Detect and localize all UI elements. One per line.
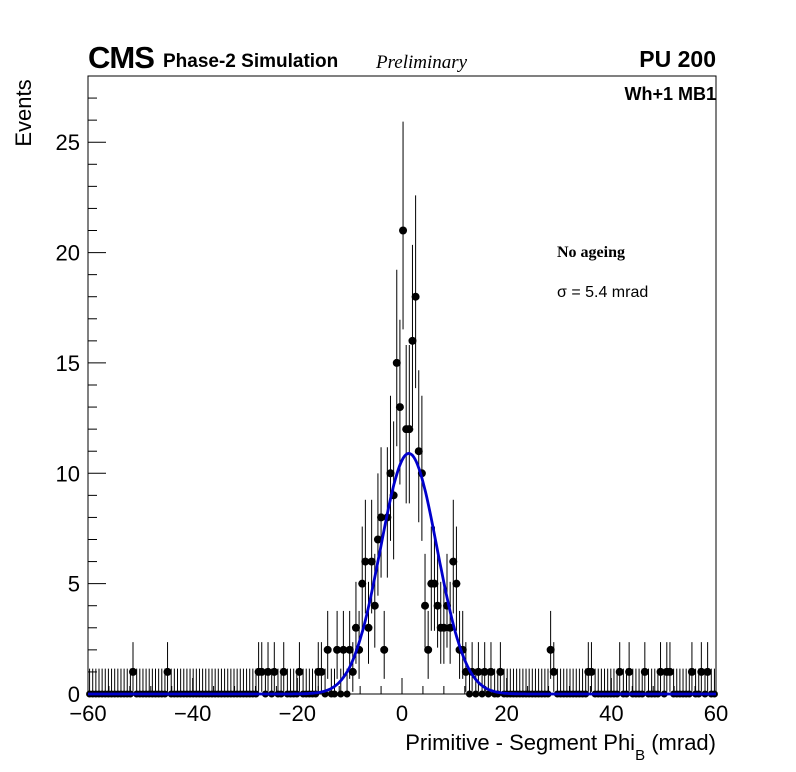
data-point	[380, 645, 389, 654]
x-tick-label: 60	[704, 701, 728, 726]
data-point	[424, 645, 433, 654]
data-point	[345, 645, 354, 654]
data-point	[430, 579, 439, 588]
gaussian-fit-curve	[88, 451, 716, 696]
pileup-label: PU 200	[639, 46, 716, 72]
zero-bin-point	[337, 690, 345, 698]
experiment-label: CMS	[88, 40, 155, 75]
y-tick-label: 25	[56, 130, 80, 155]
zero-bin-point	[484, 690, 492, 698]
data-point	[361, 557, 370, 566]
x-tick-label: 20	[494, 701, 518, 726]
data-point	[414, 447, 423, 456]
data-point	[486, 667, 495, 676]
y-axis-label: Events	[11, 79, 36, 147]
data-point	[392, 358, 401, 367]
data-point	[587, 667, 596, 676]
data-point	[364, 623, 373, 632]
data-point	[399, 226, 408, 235]
status-label: Preliminary	[376, 52, 468, 73]
data-point	[625, 667, 634, 676]
data-point	[546, 645, 555, 654]
data-point	[703, 667, 712, 676]
data-point	[370, 601, 379, 610]
region-label: Wh+1 MB1	[624, 84, 716, 104]
data-point	[395, 403, 404, 412]
data-point	[257, 667, 266, 676]
data-point	[339, 645, 348, 654]
y-tick-label: 5	[68, 572, 80, 597]
axis-ticks	[87, 75, 717, 695]
data-point	[405, 425, 414, 434]
data-point	[348, 667, 357, 676]
sigma-label: σ = 5.4 mrad	[557, 284, 649, 301]
zero-bin-point	[472, 690, 480, 698]
data-point	[446, 623, 455, 632]
data-point	[656, 667, 665, 676]
data-point	[411, 292, 420, 301]
x-axis-label: Primitive - Segment PhiB (mrad)	[405, 730, 716, 764]
data-point	[640, 667, 649, 676]
data-point	[687, 667, 696, 676]
error-bars	[132, 121, 709, 692]
zero-bin-point	[330, 690, 338, 698]
data-point	[279, 667, 288, 676]
x-axis-label-unit: (mrad)	[651, 730, 716, 755]
x-tick-label: −60	[69, 701, 106, 726]
data-point	[496, 667, 505, 676]
data-point	[439, 623, 448, 632]
data-point	[665, 667, 674, 676]
data-point	[270, 667, 279, 676]
data-point	[295, 667, 304, 676]
y-tick-label: 20	[56, 241, 80, 266]
plot-frame	[87, 75, 717, 695]
subtitle-label: Phase-2 Simulation	[163, 51, 339, 72]
x-tick-label: −20	[279, 701, 316, 726]
data-point	[129, 667, 138, 676]
data-point	[452, 579, 461, 588]
axis-tick-labels: −60 −40 −20 0 20 40 60 0 5 10 15 20 25	[56, 130, 729, 726]
zero-bin-point	[466, 690, 474, 698]
data-point	[386, 469, 395, 478]
x-axis-label-subscript: B	[635, 747, 646, 764]
data-point	[333, 645, 342, 654]
data-point	[264, 667, 273, 676]
data-point	[358, 579, 367, 588]
data-points	[129, 226, 712, 676]
data-point	[163, 667, 172, 676]
data-point	[373, 535, 382, 544]
y-tick-label: 0	[68, 682, 80, 707]
x-tick-label: 0	[396, 701, 408, 726]
data-point	[480, 667, 489, 676]
y-tick-label: 10	[56, 461, 80, 486]
data-point	[317, 667, 326, 676]
data-point	[367, 557, 376, 566]
data-point	[351, 623, 360, 632]
data-point	[549, 667, 558, 676]
y-tick-label: 15	[56, 351, 80, 376]
data-point	[433, 601, 442, 610]
x-tick-label: −40	[174, 701, 211, 726]
data-point	[474, 667, 483, 676]
zero-bin-point	[478, 690, 486, 698]
data-point	[421, 601, 430, 610]
x-axis-label-main: Primitive - Segment Phi	[405, 730, 636, 755]
data-point	[323, 645, 332, 654]
data-point	[449, 557, 458, 566]
data-point	[615, 667, 624, 676]
data-point	[377, 513, 386, 522]
condition-label: No ageing	[557, 244, 625, 261]
data-point	[408, 336, 417, 345]
data-point	[697, 667, 706, 676]
zero-bin-point	[343, 690, 351, 698]
x-tick-label: 40	[599, 701, 623, 726]
